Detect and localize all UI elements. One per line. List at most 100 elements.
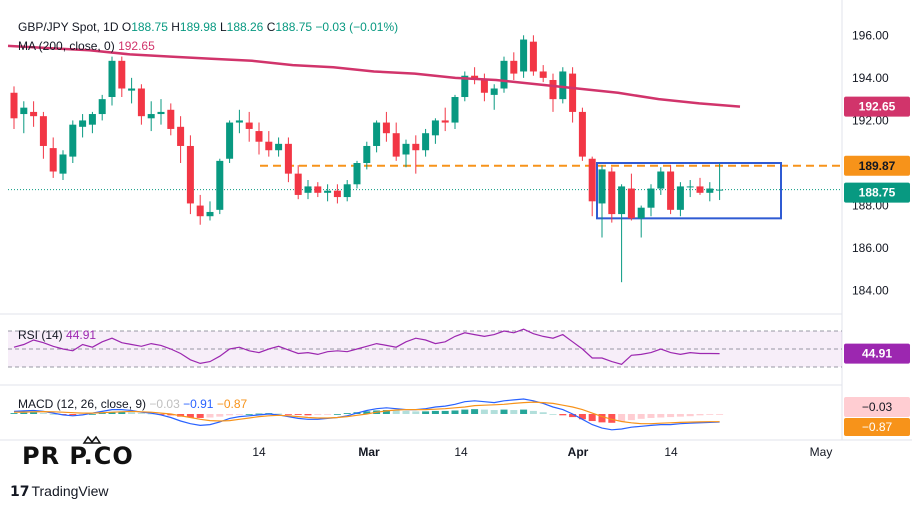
tradingview-label: TradingView <box>31 483 109 499</box>
macd-hist-bar <box>422 411 430 414</box>
candle-body <box>382 122 390 134</box>
candle <box>128 77 136 104</box>
candle-body <box>59 154 67 174</box>
candle-body <box>373 122 381 146</box>
macd-hist-bar <box>549 414 557 415</box>
time-tick-label: May <box>810 445 833 459</box>
candle <box>324 184 332 202</box>
candle-body <box>88 114 96 125</box>
candle <box>69 120 77 163</box>
candle-body <box>392 133 400 157</box>
candle-body <box>216 160 224 210</box>
candle-body <box>177 126 185 146</box>
candle-body <box>98 99 106 115</box>
time-tick-label: Apr <box>568 445 589 459</box>
candle <box>255 122 263 155</box>
candle-body <box>255 131 263 142</box>
macd-hist-bar <box>392 410 400 414</box>
candle-body <box>637 207 645 219</box>
watermark-logo: PR P.CO <box>22 442 134 470</box>
candle <box>265 131 273 157</box>
candle-body <box>402 143 410 155</box>
candle <box>196 194 204 225</box>
tradingview-brand[interactable]: 17 TradingView <box>10 483 109 500</box>
candle-body <box>578 111 586 157</box>
open-value: 188.75 <box>131 20 168 34</box>
candle <box>461 71 469 102</box>
candle <box>167 103 175 136</box>
candle-body <box>79 120 87 127</box>
macd-hist-bar <box>147 413 155 415</box>
candle <box>402 139 410 168</box>
macd-hist-bar <box>608 414 616 423</box>
macd-hist-bar <box>88 414 96 415</box>
candle <box>275 137 283 157</box>
candle-body <box>520 39 528 72</box>
candle <box>657 167 665 195</box>
macd-hist-bar <box>137 413 145 414</box>
candle <box>676 182 684 217</box>
macd-hist-bar <box>637 414 645 419</box>
candle-body <box>196 205 204 217</box>
candle-body <box>275 143 283 151</box>
candle-body <box>549 79 557 100</box>
candle-body <box>294 173 302 195</box>
macd-line <box>13 398 720 431</box>
candle-body <box>441 120 449 123</box>
macd-hist-bar <box>284 414 292 415</box>
candle <box>480 73 488 102</box>
candle-body <box>412 143 420 151</box>
candle-body <box>559 71 567 100</box>
candle <box>441 107 449 132</box>
candle-body <box>588 158 596 202</box>
macd-hist-bar <box>471 409 479 414</box>
candle <box>333 184 341 204</box>
macd-hist-bar <box>480 409 488 414</box>
macd-hist-bar <box>275 413 283 415</box>
macd-hist-bar <box>196 414 204 418</box>
candle-body <box>569 73 577 112</box>
candle-body <box>284 143 292 174</box>
candle-body <box>529 41 537 72</box>
macd-hist-bar <box>343 413 351 414</box>
candle <box>471 67 479 85</box>
candle-body <box>422 133 430 151</box>
candle-body <box>676 186 684 210</box>
candle-body <box>10 92 18 119</box>
candle <box>627 173 635 221</box>
macd-hist-bar <box>314 414 322 415</box>
macd-signal-tag-bg <box>844 418 910 436</box>
ohlc-legend: GBP/JPY Spot, 1D O188.75 H189.98 L188.26… <box>18 20 399 34</box>
price-tick-label: 196.00 <box>852 28 889 42</box>
candle <box>667 165 675 215</box>
macd-hist-bar <box>716 414 724 415</box>
candle <box>245 111 253 142</box>
candle <box>588 156 596 217</box>
candle <box>637 205 645 238</box>
candle-body <box>324 190 332 193</box>
candle <box>706 182 714 202</box>
macd-hist-bar <box>431 410 439 414</box>
candle <box>59 150 67 181</box>
rsi-legend-value: 44.91 <box>66 328 97 342</box>
last-price-tag-bg <box>844 182 910 203</box>
macd-hist-bar <box>20 412 28 414</box>
candle-body <box>647 188 655 208</box>
macd-hist-bar <box>539 412 547 414</box>
candle <box>451 94 459 129</box>
ma-legend: MA (200, close, 0) 192.65 <box>18 39 155 53</box>
resistance-price-tag-bg <box>844 155 910 176</box>
candle <box>510 52 518 80</box>
candle-body <box>343 184 351 198</box>
rsi-legend-label: RSI (14) <box>18 328 63 342</box>
candle-body <box>186 145 194 204</box>
candle <box>30 101 38 127</box>
macd-hist-bar <box>510 410 518 414</box>
candle-body <box>157 111 165 115</box>
macd-hist-bar <box>30 412 38 414</box>
candle-body <box>480 79 488 93</box>
candle-body <box>49 148 57 172</box>
candle <box>647 184 655 217</box>
macd-hist-bar <box>186 414 194 418</box>
